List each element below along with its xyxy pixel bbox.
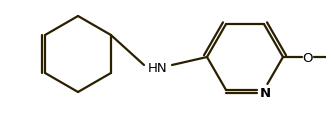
Text: O: O <box>303 51 313 64</box>
Text: N: N <box>259 87 271 100</box>
Text: HN: HN <box>148 61 168 74</box>
